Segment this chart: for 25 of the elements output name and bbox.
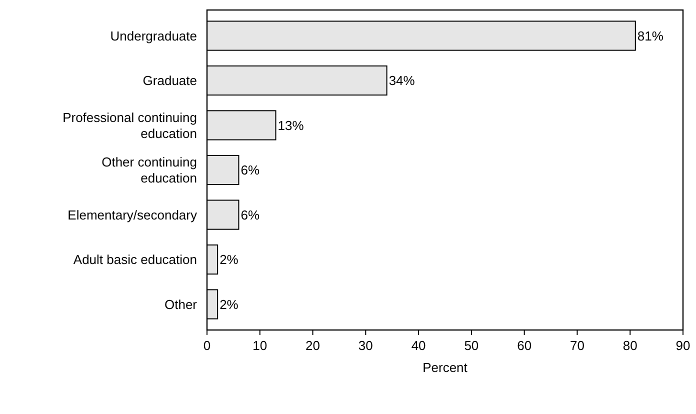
data-label: 6% bbox=[240, 162, 260, 178]
data-label: 13% bbox=[278, 118, 304, 133]
x-tick-label: 50 bbox=[464, 338, 479, 353]
x-tick-label: 90 bbox=[676, 338, 690, 353]
y-tick-label: Other bbox=[164, 296, 198, 312]
data-label: 2% bbox=[220, 252, 239, 268]
x-tick-label: 60 bbox=[517, 338, 532, 353]
x-tick-label: 10 bbox=[252, 338, 268, 353]
y-tick-label: Elementary/secondary bbox=[68, 207, 198, 222]
y-tick-label: Professional continuing education bbox=[62, 110, 197, 141]
x-tick-label: 70 bbox=[570, 338, 584, 353]
y-tick-label: Adult basic education bbox=[73, 252, 197, 268]
data-label: 6% bbox=[240, 207, 260, 222]
x-tick-label: 30 bbox=[358, 338, 373, 353]
y-tick-label: Graduate bbox=[142, 73, 197, 88]
data-label: 34% bbox=[388, 73, 416, 88]
x-tick-label: 80 bbox=[622, 338, 638, 353]
x-axis-title: Percent bbox=[422, 360, 468, 375]
x-tick-label: 0 bbox=[203, 338, 211, 353]
x-tick-label: 40 bbox=[411, 338, 426, 353]
data-label: 2% bbox=[220, 296, 239, 312]
y-tick-label: Other continuing education bbox=[102, 154, 197, 186]
x-tick-label: 20 bbox=[306, 338, 320, 353]
data-label: 81% bbox=[637, 28, 664, 44]
y-tick-label: Undergraduate bbox=[110, 28, 197, 44]
